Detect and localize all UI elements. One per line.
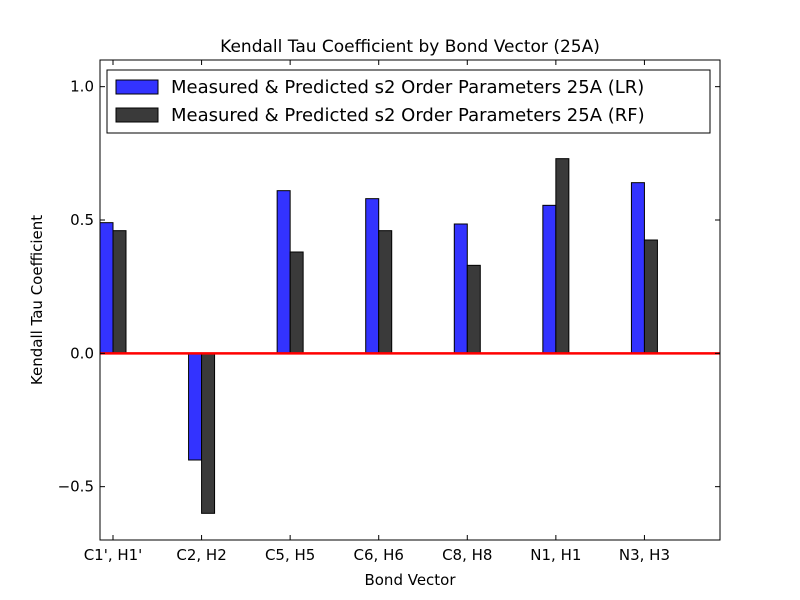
bars-group bbox=[99, 158, 658, 514]
bar-series1-4 bbox=[453, 223, 468, 354]
bar-series1-1 bbox=[188, 352, 203, 461]
x-axis-label: Bond Vector bbox=[364, 571, 456, 589]
x-tick-label-4: C8, H8 bbox=[442, 546, 492, 564]
legend-label-2: Measured & Predicted s2 Order Parameters… bbox=[171, 105, 645, 126]
bar-series1-2 bbox=[276, 190, 291, 354]
bar-series2-6 bbox=[643, 239, 658, 354]
y-tick-label-0: −0.5 bbox=[58, 478, 94, 496]
legend-label-1: Measured & Predicted s2 Order Parameters… bbox=[171, 77, 644, 98]
plot-frame bbox=[99, 59, 721, 541]
legend-swatch-2 bbox=[115, 107, 159, 123]
x-ticks-group: C1', H1' C2, H2 C5, H5 C6, H6 C8, H8 N1, H1 N3… bbox=[84, 60, 670, 564]
y-tick-label-2: 0.5 bbox=[70, 211, 94, 229]
x-tick-label-0: C1', H1' bbox=[84, 546, 143, 564]
x-tick-label-1: C2, H2 bbox=[176, 546, 226, 564]
bar-series2-0 bbox=[112, 230, 127, 354]
chart-title: Kendall Tau Coefficient by Bond Vector (… bbox=[220, 37, 600, 57]
bar-series2-1 bbox=[201, 352, 216, 514]
y-tick-label-1: 0.0 bbox=[70, 344, 94, 362]
y-tick-label-3: 1.0 bbox=[70, 78, 94, 96]
y-ticks-group: −0.5 0.0 0.5 1.0 bbox=[58, 78, 720, 496]
bar-series1-6 bbox=[630, 182, 645, 354]
x-tick-label-6: N3, H3 bbox=[619, 546, 670, 564]
bar-series2-4 bbox=[466, 264, 481, 354]
bar-series2-3 bbox=[378, 230, 393, 354]
bar-series2-5 bbox=[555, 158, 570, 354]
bar-series1-3 bbox=[365, 198, 380, 354]
legend-box bbox=[106, 69, 711, 134]
legend-swatch-1 bbox=[115, 79, 159, 95]
bar-series1-0 bbox=[99, 222, 114, 354]
y-axis-label: Kendall Tau Coefficient bbox=[28, 215, 46, 385]
bar-series1-5 bbox=[542, 204, 557, 354]
x-tick-label-5: N1, H1 bbox=[530, 546, 581, 564]
axes-group bbox=[99, 59, 721, 541]
legend: Measured & Predicted s2 Order Parameters… bbox=[106, 69, 711, 134]
bar-series2-2 bbox=[289, 251, 304, 354]
x-tick-label-3: C6, H6 bbox=[354, 546, 404, 564]
x-tick-label-2: C5, H5 bbox=[265, 546, 315, 564]
